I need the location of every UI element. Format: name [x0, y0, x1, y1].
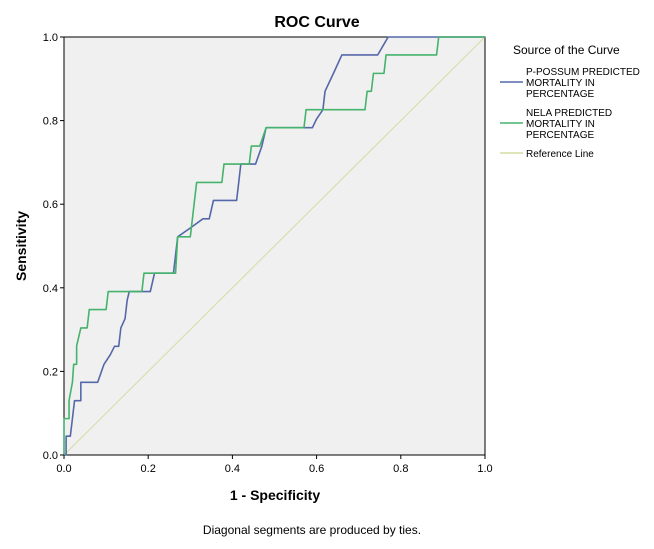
series-line-2 [63, 36, 486, 456]
x-tick-label: 0.0 [56, 463, 71, 475]
x-tick-label: 1.0 [477, 463, 492, 475]
legend-layer: P-POSSUM PREDICTED MORTALITY IN PERCENTAGE… [500, 67, 640, 160]
chart-title: ROC Curve [274, 14, 359, 31]
chart-footnote: Diagonal segments are produced by ties. [203, 523, 421, 537]
legend-label-1: NELA PREDICTED MORTALITY IN PERCENTAGE [526, 108, 612, 141]
y-axis-title: Sensitivity [13, 211, 29, 281]
legend-label-0: P-POSSUM PREDICTED MORTALITY IN PERCENTAGE [526, 67, 640, 100]
series-line-1 [63, 36, 485, 455]
x-ticks-layer: 0.0 0.2 0.4 0.6 0.8 1.0 [56, 455, 493, 475]
x-axis-title: 1 - Specificity [230, 487, 320, 503]
x-tick-label: 0.6 [309, 463, 324, 475]
y-ticks-layer: 0.0 0.2 0.4 0.6 0.8 1.0 [43, 32, 64, 462]
legend-label-2: Reference Line [526, 149, 594, 160]
y-tick-label: 0.4 [43, 283, 58, 295]
series-layer [63, 36, 486, 456]
legend-title: Source of the Curve [513, 43, 620, 57]
y-tick-label: 1.0 [43, 32, 58, 44]
y-tick-label: 0.2 [43, 366, 58, 378]
x-tick-label: 0.8 [393, 463, 408, 475]
x-tick-label: 0.4 [225, 463, 240, 475]
y-tick-label: 0.0 [43, 450, 58, 462]
x-tick-label: 0.2 [141, 463, 156, 475]
y-tick-label: 0.8 [43, 116, 58, 128]
y-tick-label: 0.6 [43, 199, 58, 211]
